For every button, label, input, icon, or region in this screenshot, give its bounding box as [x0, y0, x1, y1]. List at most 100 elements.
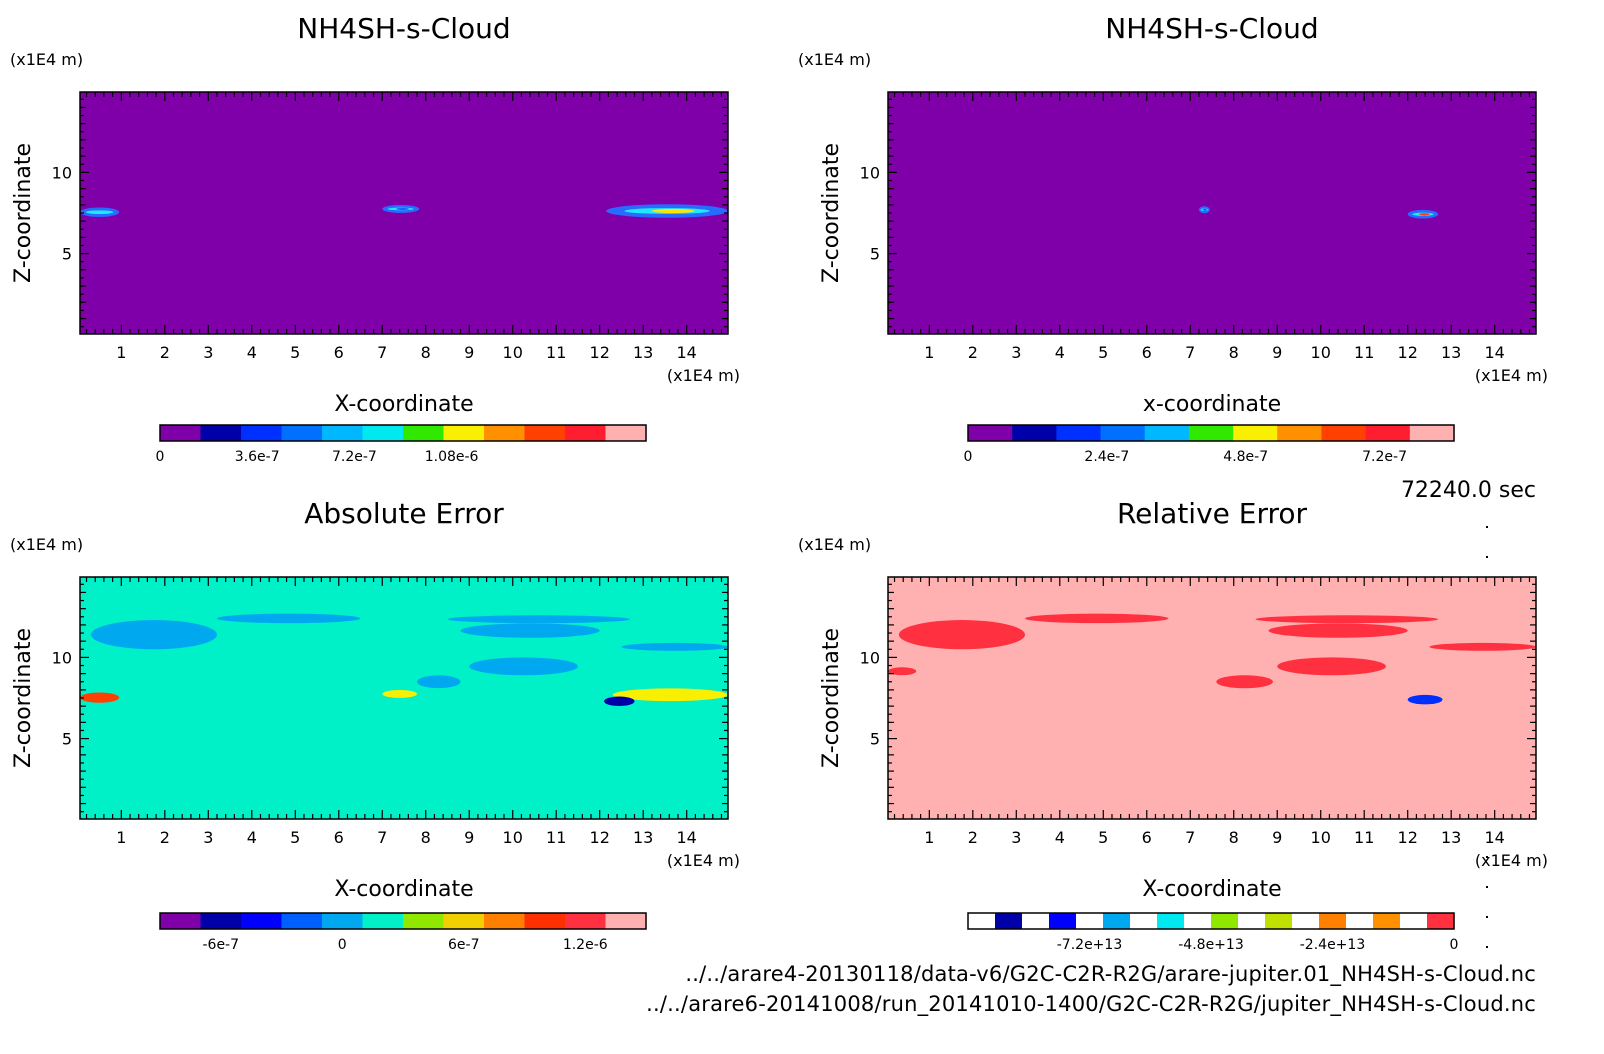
x-tick-label: 3: [203, 343, 213, 362]
x-tick-label: 11: [546, 343, 566, 362]
field-feature-peak: [898, 670, 909, 673]
x-tick-label: 6: [1142, 343, 1152, 362]
x-unit-label: (x1E4 m): [1475, 366, 1548, 385]
colorbar-tick-label: 4.8e-7: [1223, 449, 1268, 465]
chart-title: NH4SH-s-Cloud: [1105, 12, 1318, 45]
chart-panel-2: NH4SH-s-Cloud(x1E4 m)1 2 3 4 5 6 7 8 9 10 11 12 13 14…: [798, 12, 1548, 465]
x-tick-label: 3: [1011, 828, 1021, 847]
field-feature-peak: [661, 645, 699, 648]
field-feature-peak: [655, 692, 697, 697]
x-tick-label: 13: [1441, 343, 1461, 362]
x-tick-label: 6: [334, 828, 344, 847]
colorbar-swatch: [443, 425, 485, 441]
chart-title: NH4SH-s-Cloud: [297, 12, 510, 45]
x-tick-label: 11: [1354, 343, 1374, 362]
field-feature-peak: [1203, 208, 1207, 211]
x-tick-label: 2: [968, 828, 978, 847]
y-tick-label: 5: [870, 245, 880, 264]
colorbar-tick-label: 1.2e-6: [563, 937, 608, 953]
field-feature-peak: [1419, 213, 1430, 216]
colorbar-tick-label: -7.2e+13: [1057, 937, 1122, 953]
colorbar-tick-label: -4.8e+13: [1178, 937, 1243, 953]
x-tick-label: 14: [1485, 828, 1505, 847]
colorbar-swatch: [1238, 913, 1266, 929]
y-tick-label: 10: [860, 163, 880, 182]
field-feature-peak: [512, 628, 562, 633]
colorbar-tick-label: 3.6e-7: [235, 449, 280, 465]
colorbar-swatch: [1265, 913, 1293, 929]
x-tick-label: 4: [247, 343, 257, 362]
colorbar-swatch: [1157, 913, 1185, 929]
colorbar-swatch: [1056, 425, 1102, 441]
colorbar-swatch: [995, 913, 1023, 929]
x-unit-label: (x1E4 m): [667, 851, 740, 870]
colorbar-tick-label: 6e-7: [448, 937, 479, 953]
x-tick-label: 13: [633, 343, 653, 362]
chart-title: Absolute Error: [304, 497, 504, 530]
x-tick-label: 9: [464, 828, 474, 847]
x-tick-label: 7: [1185, 828, 1195, 847]
colorbar-swatch: [968, 913, 996, 929]
x-tick-label: 10: [503, 828, 523, 847]
y-axis-label: Z-coordinate: [819, 143, 844, 283]
field-feature: [90, 620, 217, 650]
colorbar-swatch: [605, 425, 647, 441]
x-tick-label: 12: [590, 343, 610, 362]
colorbar-tick-label: 0: [1450, 937, 1459, 953]
field-feature-peak: [515, 618, 580, 621]
field-feature-peak: [270, 617, 322, 620]
x-tick-label: 11: [546, 828, 566, 847]
colorbar-swatch: [1130, 913, 1158, 929]
colorbar: -7.2e+13 -4.8e+13 -2.4e+13 0: [967, 912, 1459, 953]
x-tick-label: 7: [377, 828, 387, 847]
field-feature-peak: [396, 207, 410, 210]
colorbar-tick-label: -2.4e+13: [1300, 937, 1365, 953]
colorbar-swatch: [1319, 913, 1347, 929]
colorbar: 0 3.6e-7 7.2e-7 1.08e-6: [156, 424, 647, 465]
colorbar-swatch: [605, 913, 647, 929]
x-tick-label: 14: [677, 343, 697, 362]
field-feature-peak: [1469, 645, 1507, 648]
colorbar-swatch: [1076, 913, 1104, 929]
y-axis-label: Z-coordinate: [11, 628, 36, 768]
colorbar-tick-label: 2.4e-7: [1084, 449, 1129, 465]
colorbar-swatch: [1103, 913, 1131, 929]
x-tick-label: 4: [1055, 828, 1065, 847]
y-unit-label: (x1E4 m): [798, 535, 871, 554]
x-tick-label: 8: [1229, 343, 1239, 362]
x-tick-label: 14: [1485, 343, 1505, 362]
colorbar-swatch: [322, 425, 364, 441]
colorbar-swatch: [403, 913, 445, 929]
x-tick-label: 10: [503, 343, 523, 362]
colorbar-swatch: [362, 913, 404, 929]
colorbar-swatch: [1188, 425, 1234, 441]
colorbar-swatch: [160, 425, 202, 441]
x-tick-label: 7: [377, 343, 387, 362]
colorbar-frame: [159, 424, 647, 442]
x-axis-label: X-coordinate: [334, 392, 473, 417]
x-tick-label: 12: [1398, 828, 1418, 847]
colorbar: 0 2.4e-7 4.8e-7 7.2e-7: [964, 424, 1455, 465]
x-tick-label: 14: [677, 828, 697, 847]
x-tick-label: 12: [1398, 343, 1418, 362]
colorbar-tick-label: 0: [964, 449, 973, 465]
colorbar-tick-label: -6e-7: [202, 937, 239, 953]
field-feature-peak: [651, 208, 695, 214]
x-tick-label: 2: [160, 343, 170, 362]
x-unit-label: (x1E4 m): [1475, 851, 1548, 870]
chart-title: Relative Error: [1117, 497, 1308, 530]
x-tick-label: 5: [290, 343, 300, 362]
colorbar-swatch: [1049, 913, 1077, 929]
colorbar-swatch: [1144, 425, 1190, 441]
x-tick-label: 3: [203, 828, 213, 847]
colorbar-swatch: [565, 425, 607, 441]
colorbar-swatch: [524, 913, 566, 929]
colorbar-swatch: [1211, 913, 1239, 929]
x-tick-label: 9: [1272, 828, 1282, 847]
chart-panel-3: Absolute Error(x1E4 m)1 2 3 4 5 6 7 8 9 10 11 12 13 1…: [10, 497, 740, 953]
y-tick-label: 10: [52, 163, 72, 182]
x-tick-label: 8: [421, 343, 431, 362]
colorbar-swatch: [160, 913, 202, 929]
x-axis-label: X-coordinate: [1142, 877, 1281, 902]
field-feature: [1216, 675, 1273, 689]
